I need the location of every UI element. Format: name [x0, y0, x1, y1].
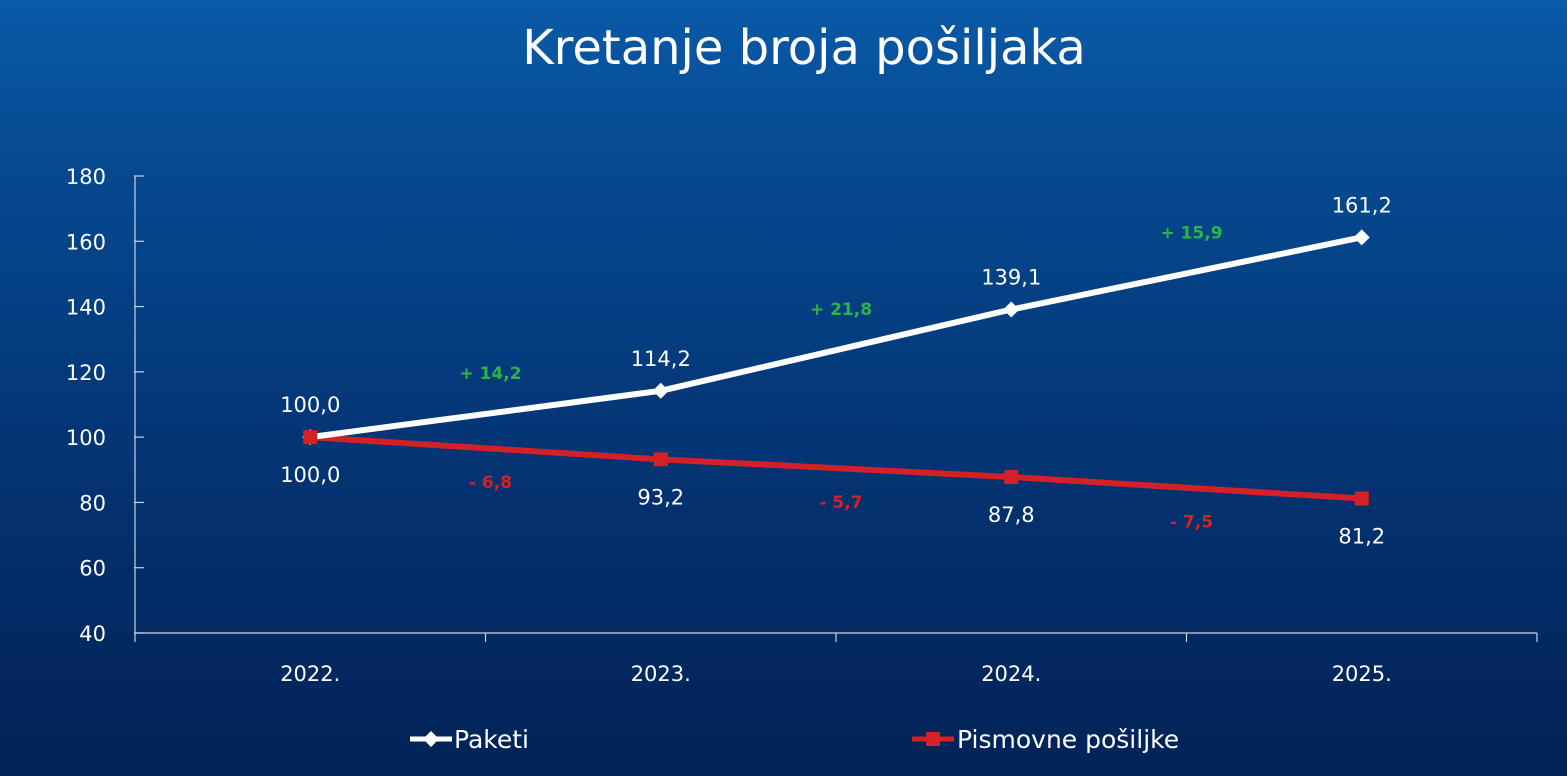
y-tick-label: 120: [66, 361, 106, 385]
pismovne-value-label: 87,8: [988, 503, 1035, 527]
paketi-point-marker: [1353, 229, 1370, 246]
chart-title: Kretanje broja pošiljaka: [522, 20, 1086, 76]
y-tick-label: 180: [66, 165, 106, 189]
y-tick-label: 100: [66, 426, 106, 450]
paketi-value-label: 114,2: [631, 347, 691, 371]
pismovne-point-marker: [303, 430, 318, 445]
pismovne-value-label: 81,2: [1338, 525, 1385, 549]
series-line-pismovne-posiljke: [310, 434, 1362, 502]
legend-paketi-label: Paketi: [454, 725, 529, 754]
labels-layer: 100,0 114,2 139,1 161,2 100,0 93,2 87,8 81,2 + 1…: [280, 193, 1392, 548]
pismovne-point-marker: [1354, 491, 1369, 506]
paketi-value-label: 139,1: [981, 266, 1041, 290]
series-line-paketi: [309, 234, 1363, 441]
paketi-change-label: + 14,2: [459, 364, 521, 384]
pismovne-value-label: 93,2: [637, 485, 684, 509]
paketi-point-marker: [652, 382, 669, 399]
paketi-change-label: + 21,8: [810, 300, 872, 320]
x-category-label: 2022.: [280, 662, 340, 686]
pismovne-point-marker: [1004, 469, 1019, 484]
y-tick-label: 40: [79, 622, 106, 646]
y-tick-label: 140: [66, 296, 106, 320]
series-layer: [302, 229, 1370, 506]
x-category-label: 2025.: [1332, 662, 1392, 686]
pismovne-change-label: - 6,8: [469, 473, 512, 493]
paketi-point-marker: [1003, 301, 1020, 318]
pismovne-point-marker: [653, 452, 668, 467]
y-tick-label: 80: [79, 491, 106, 515]
pismovne-change-label: - 5,7: [819, 493, 862, 513]
paketi-change-label: + 15,9: [1160, 223, 1222, 243]
y-tick-label: 60: [79, 557, 106, 581]
pismovne-value-label: 100,0: [280, 463, 340, 487]
y-tick-label: 160: [66, 230, 106, 254]
legend-pismovne-label: Pismovne pošiljke: [957, 725, 1179, 754]
x-category-label: 2024.: [981, 662, 1041, 686]
x-category-label: 2023.: [631, 662, 691, 686]
paketi-value-label: 100,0: [280, 393, 340, 417]
legend-pismovne-marker: [926, 732, 940, 746]
paketi-value-label: 161,2: [1332, 193, 1392, 217]
axes: 40 60 80 100 120 140 160 180 2022. 2023. 2024. 2025…: [66, 165, 1538, 686]
legend: Paketi Pismovne pošiljke: [410, 725, 1179, 754]
pismovne-change-label: - 7,5: [1170, 513, 1213, 533]
legend-paketi-marker: [423, 731, 439, 747]
